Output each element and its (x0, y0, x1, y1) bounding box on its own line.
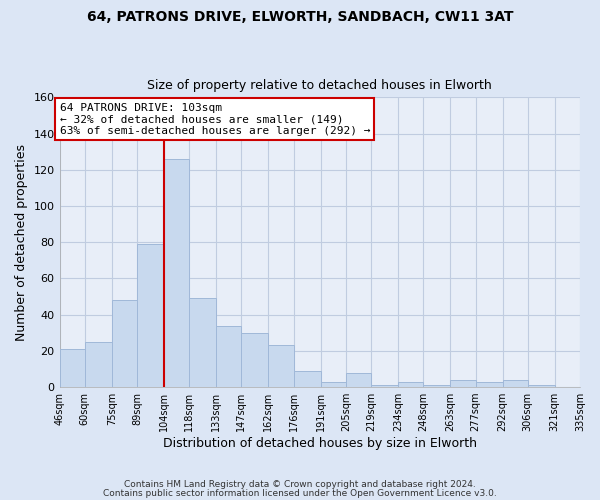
X-axis label: Distribution of detached houses by size in Elworth: Distribution of detached houses by size … (163, 437, 477, 450)
Bar (476, 382, 503, 387)
Text: 64, PATRONS DRIVE, ELWORTH, SANDBACH, CW11 3AT: 64, PATRONS DRIVE, ELWORTH, SANDBACH, CW… (87, 10, 513, 24)
Bar (398, 382, 424, 387)
Bar (424, 386, 451, 387)
Bar (137, 244, 164, 387)
Bar (371, 386, 398, 387)
Title: Size of property relative to detached houses in Elworth: Size of property relative to detached ho… (148, 79, 492, 92)
Text: Contains HM Land Registry data © Crown copyright and database right 2024.: Contains HM Land Registry data © Crown c… (124, 480, 476, 489)
Bar (59, 349, 85, 387)
Text: 64 PATRONS DRIVE: 103sqm
← 32% of detached houses are smaller (149)
63% of semi-: 64 PATRONS DRIVE: 103sqm ← 32% of detach… (59, 103, 370, 136)
Bar (189, 298, 216, 387)
Bar (164, 159, 189, 387)
Bar (112, 300, 137, 387)
Bar (451, 380, 476, 387)
Bar (268, 346, 293, 387)
Y-axis label: Number of detached properties: Number of detached properties (15, 144, 28, 340)
Text: Contains public sector information licensed under the Open Government Licence v3: Contains public sector information licen… (103, 489, 497, 498)
Bar (346, 372, 371, 387)
Bar (216, 326, 241, 387)
Bar (241, 333, 268, 387)
Bar (320, 382, 346, 387)
Bar (293, 371, 320, 387)
Bar (85, 342, 112, 387)
Bar (503, 380, 528, 387)
Bar (528, 386, 555, 387)
